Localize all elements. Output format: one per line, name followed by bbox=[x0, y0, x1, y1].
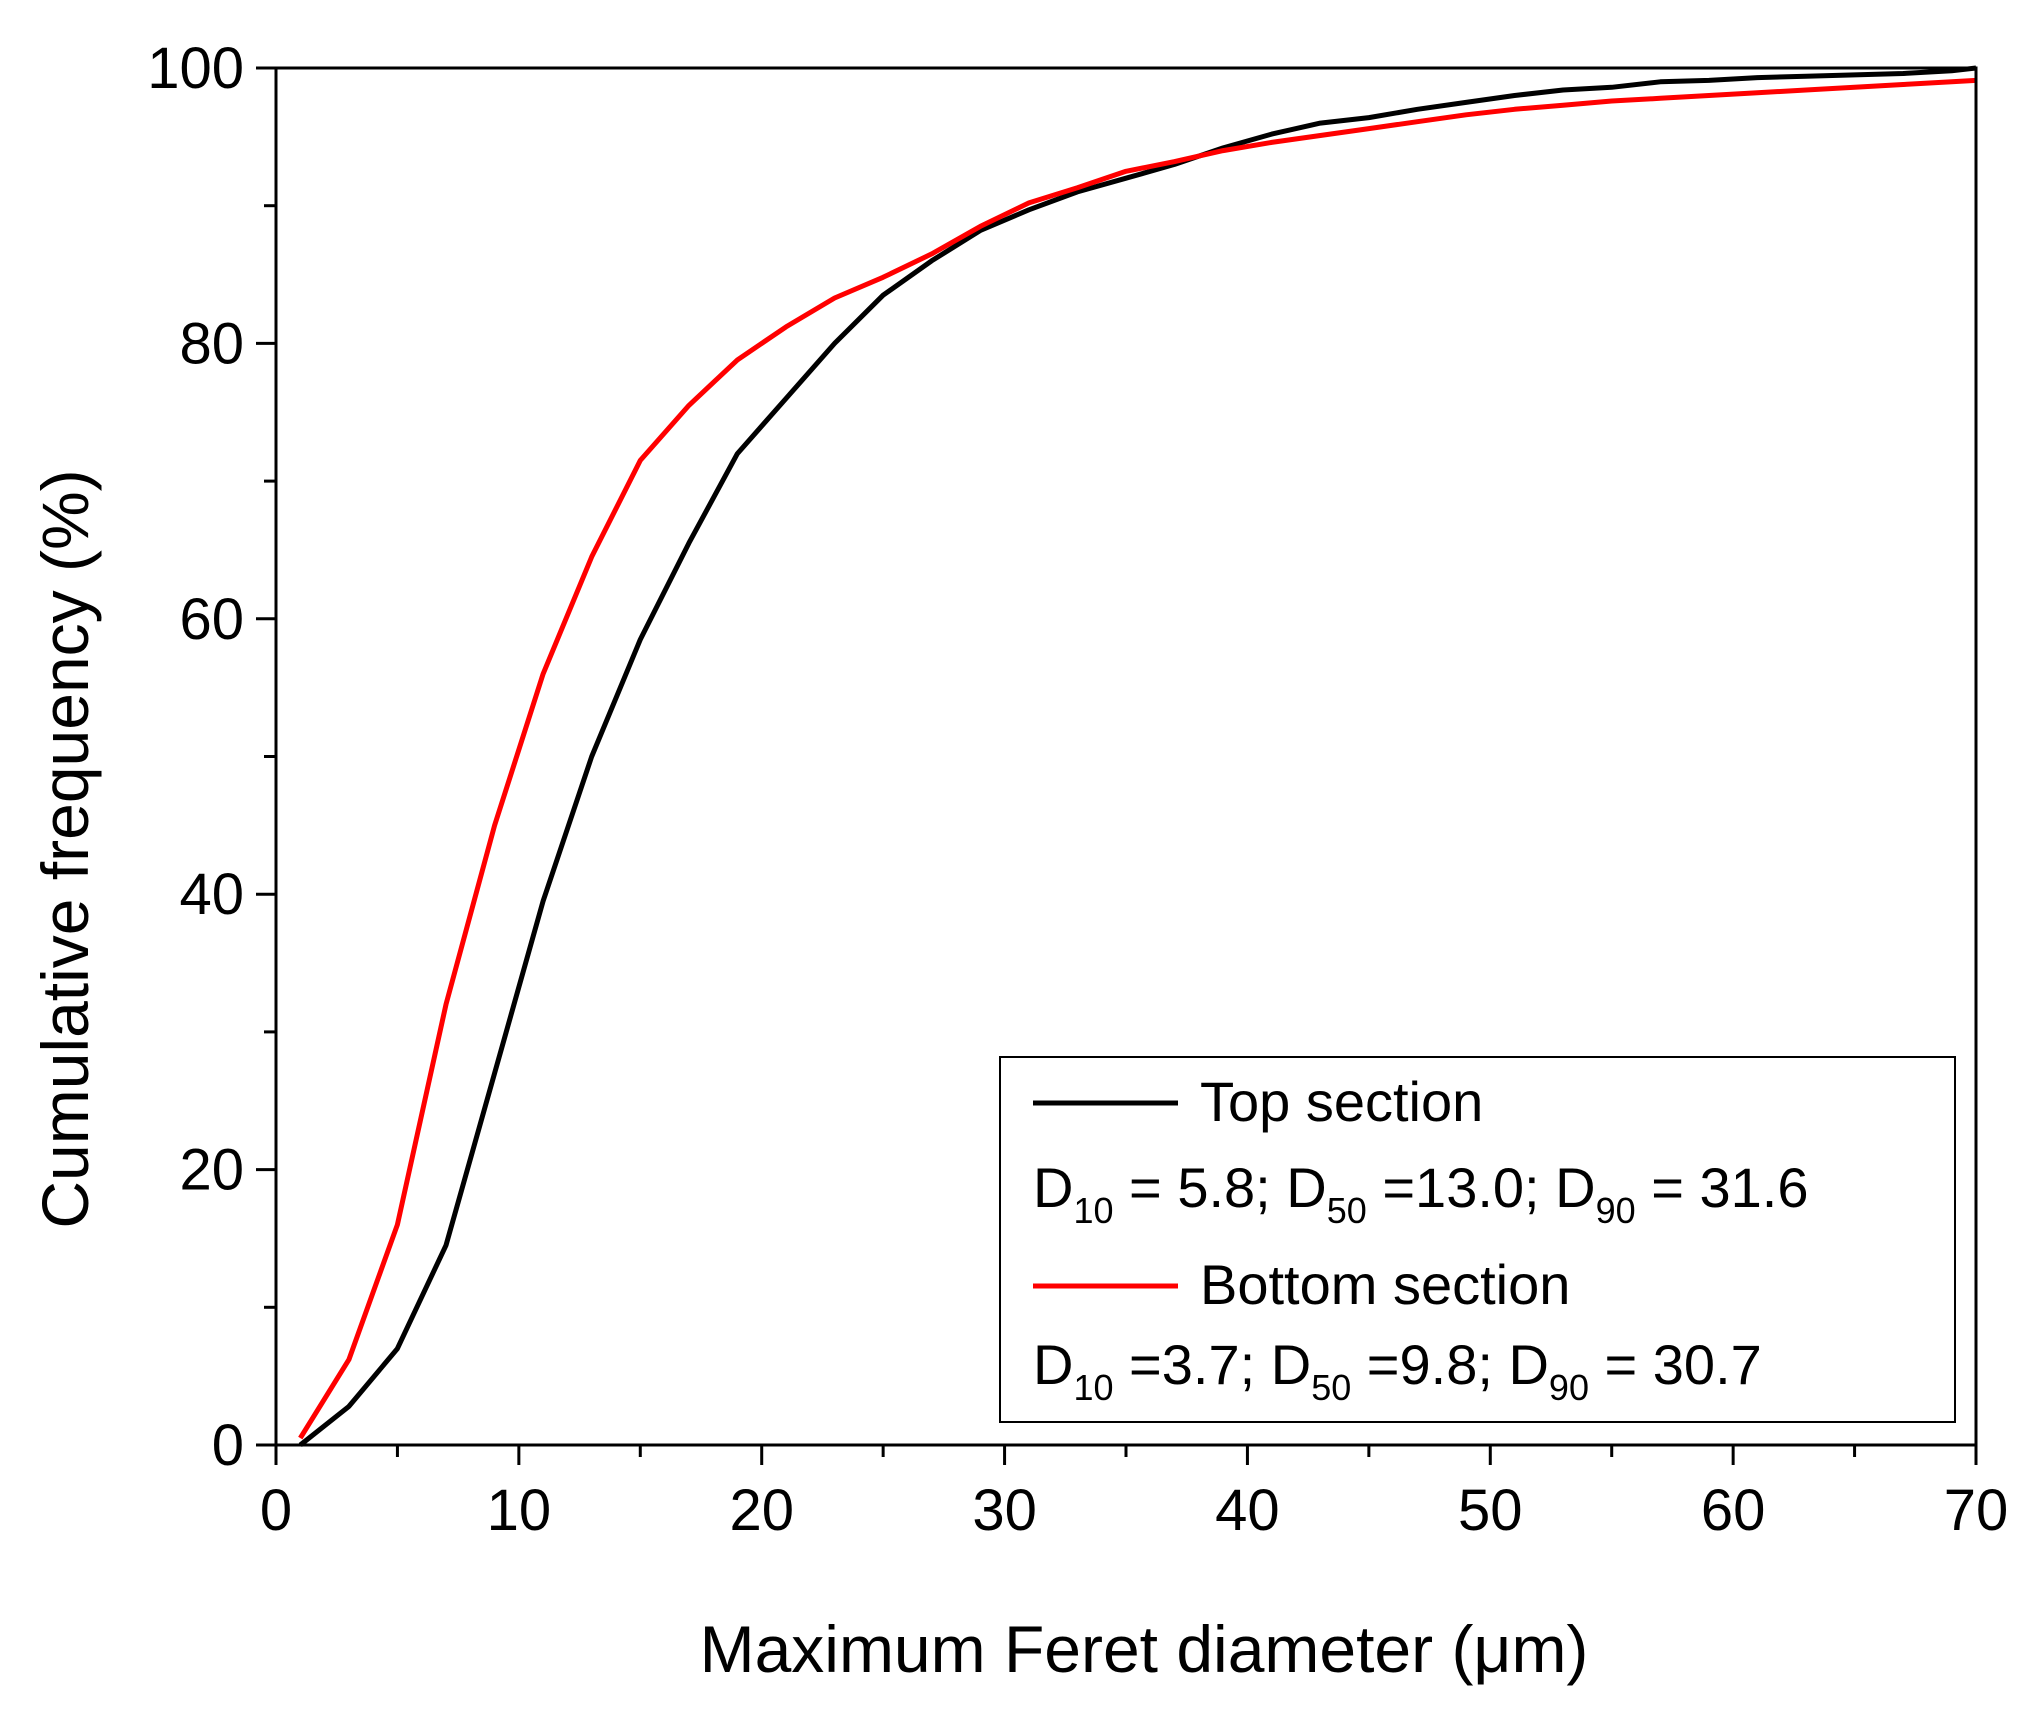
legend-label-bottom-section: Bottom section bbox=[1200, 1253, 1570, 1316]
series-line-bottom-section bbox=[298, 77, 1977, 1440]
d50-subscript: 50 bbox=[1311, 1367, 1351, 1408]
d10-subscript: 10 bbox=[1073, 1190, 1113, 1231]
d90-symbol: D bbox=[1508, 1333, 1548, 1396]
d90-symbol: D bbox=[1555, 1156, 1595, 1219]
y-tick-label: 80 bbox=[179, 311, 244, 376]
d10-symbol: D bbox=[1033, 1156, 1073, 1219]
x-tick-label: 30 bbox=[972, 1478, 1037, 1543]
x-axis-label: Maximum Feret diameter (μm) bbox=[700, 1612, 1589, 1686]
d50-symbol: D bbox=[1286, 1156, 1326, 1219]
y-tick-label: 100 bbox=[147, 36, 244, 101]
legend-stats-top-section: D10 = 5.8; D50 =13.0; D90 = 31.6 bbox=[1033, 1156, 1808, 1231]
legend-label-top-section: Top section bbox=[1200, 1070, 1483, 1133]
y-tick-label: 60 bbox=[179, 587, 244, 652]
d10-value: = 5.8; bbox=[1114, 1156, 1287, 1219]
ticks-group: 0 10 20 30 40 50 60 70 0 20 40 60 80 100 bbox=[147, 36, 2008, 1543]
d50-value: =13.0; bbox=[1367, 1156, 1555, 1219]
d50-subscript: 50 bbox=[1327, 1190, 1367, 1231]
d10-symbol: D bbox=[1033, 1333, 1073, 1396]
y-axis-label: Cumulative frequency (%) bbox=[28, 469, 102, 1228]
x-tick-label: 20 bbox=[729, 1478, 794, 1543]
x-tick-label: 40 bbox=[1215, 1478, 1280, 1543]
series-lines bbox=[298, 65, 1977, 1447]
x-tick-label: 10 bbox=[487, 1478, 552, 1543]
d90-value: = 31.6 bbox=[1636, 1156, 1809, 1219]
legend-stats-bottom-section: D10 =3.7; D50 =9.8; D90 = 30.7 bbox=[1033, 1333, 1762, 1408]
d90-value: = 30.7 bbox=[1589, 1333, 1762, 1396]
x-tick-label: 60 bbox=[1701, 1478, 1766, 1543]
d10-subscript: 10 bbox=[1073, 1367, 1113, 1408]
x-tick-label: 70 bbox=[1944, 1478, 2009, 1543]
y-tick-label: 0 bbox=[212, 1413, 244, 1478]
d10-value: =3.7; bbox=[1114, 1333, 1271, 1396]
series-line-top-section bbox=[298, 65, 1977, 1447]
x-tick-label: 50 bbox=[1458, 1478, 1523, 1543]
d90-subscript: 90 bbox=[1596, 1190, 1636, 1231]
x-tick-label: 0 bbox=[260, 1478, 292, 1543]
d50-value: =9.8; bbox=[1351, 1333, 1508, 1396]
y-tick-label: 20 bbox=[179, 1138, 244, 1203]
y-tick-label: 40 bbox=[179, 862, 244, 927]
d50-symbol: D bbox=[1271, 1333, 1311, 1396]
legend-box bbox=[999, 1056, 1956, 1423]
legend: Top section D10 = 5.8; D50 =13.0; D90 = … bbox=[999, 1056, 1956, 1423]
d90-subscript: 90 bbox=[1549, 1367, 1589, 1408]
